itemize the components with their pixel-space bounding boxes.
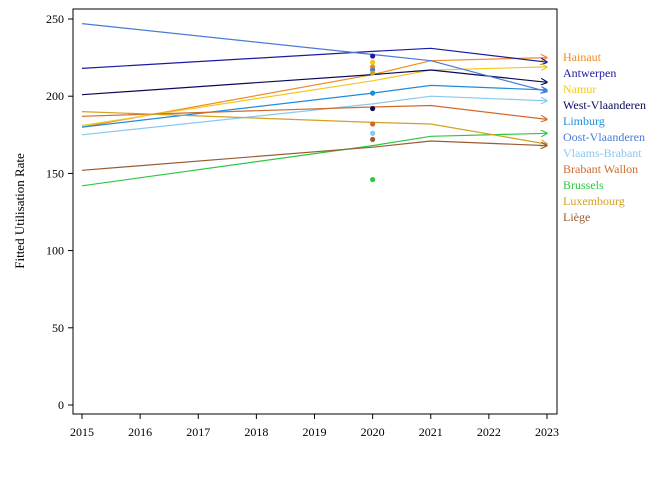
series-line [81, 23, 547, 92]
x-tick-label: 2018 [244, 425, 268, 439]
series-point [370, 176, 376, 183]
legend-label: Vlaams-Brabant [563, 146, 642, 160]
series-point [370, 136, 376, 143]
series-point [370, 130, 376, 136]
series-line [81, 47, 547, 69]
series-line [81, 140, 547, 171]
series-point [370, 59, 376, 65]
legend-label: Namur [563, 82, 596, 96]
series-line [81, 58, 547, 128]
legend-label: Hainaut [563, 50, 602, 64]
x-tick-label: 2021 [419, 425, 443, 439]
y-tick-label: 150 [46, 166, 64, 180]
series-point [370, 105, 376, 112]
y-tick-label: 250 [46, 12, 64, 26]
y-tick-label: 50 [52, 321, 64, 335]
legend-label: Brussels [563, 178, 604, 192]
legend-label: Oost-Vlaanderen [563, 130, 645, 144]
series-point [370, 90, 376, 96]
series-point [370, 53, 376, 59]
series-points [370, 53, 376, 183]
series-line [81, 111, 547, 145]
y-tick-label: 200 [46, 89, 64, 103]
y-tick-label: 100 [46, 244, 64, 258]
series-lines [81, 23, 547, 187]
series-line [81, 67, 547, 127]
y-tick-label: 0 [58, 398, 64, 412]
legend-label: Liège [563, 210, 590, 224]
x-tick-label: 2023 [535, 425, 559, 439]
series-line [81, 104, 547, 120]
legend: Hainaut Antwerpen Namur West-Vlaanderen Limb… [563, 50, 646, 224]
x-tick-label: 2022 [477, 425, 501, 439]
legend-label: Luxembourg [563, 194, 625, 208]
series-line [81, 95, 547, 136]
legend-label: Brabant Wallon [563, 162, 638, 176]
series-line [81, 69, 547, 96]
x-axis: 2015 2016 2017 2018 2019 2020 2021 2022 2023 [70, 414, 559, 439]
y-axis: 0 50 100 150 200 250 [46, 12, 73, 412]
x-tick-label: 2019 [303, 425, 327, 439]
legend-label: Antwerpen [563, 66, 616, 80]
plot-frame [72, 8, 558, 415]
y-axis-title: Fitted Utilisation Rate [12, 153, 27, 269]
x-tick-label: 2016 [128, 425, 152, 439]
series-line [81, 84, 547, 128]
x-tick-label: 2020 [361, 425, 385, 439]
legend-label: Limburg [563, 114, 605, 128]
series-point [370, 121, 376, 127]
x-tick-label: 2015 [70, 425, 94, 439]
legend-label: West-Vlaanderen [563, 98, 646, 112]
x-tick-label: 2017 [186, 425, 210, 439]
series-point [370, 70, 376, 76]
series-line [81, 133, 547, 187]
